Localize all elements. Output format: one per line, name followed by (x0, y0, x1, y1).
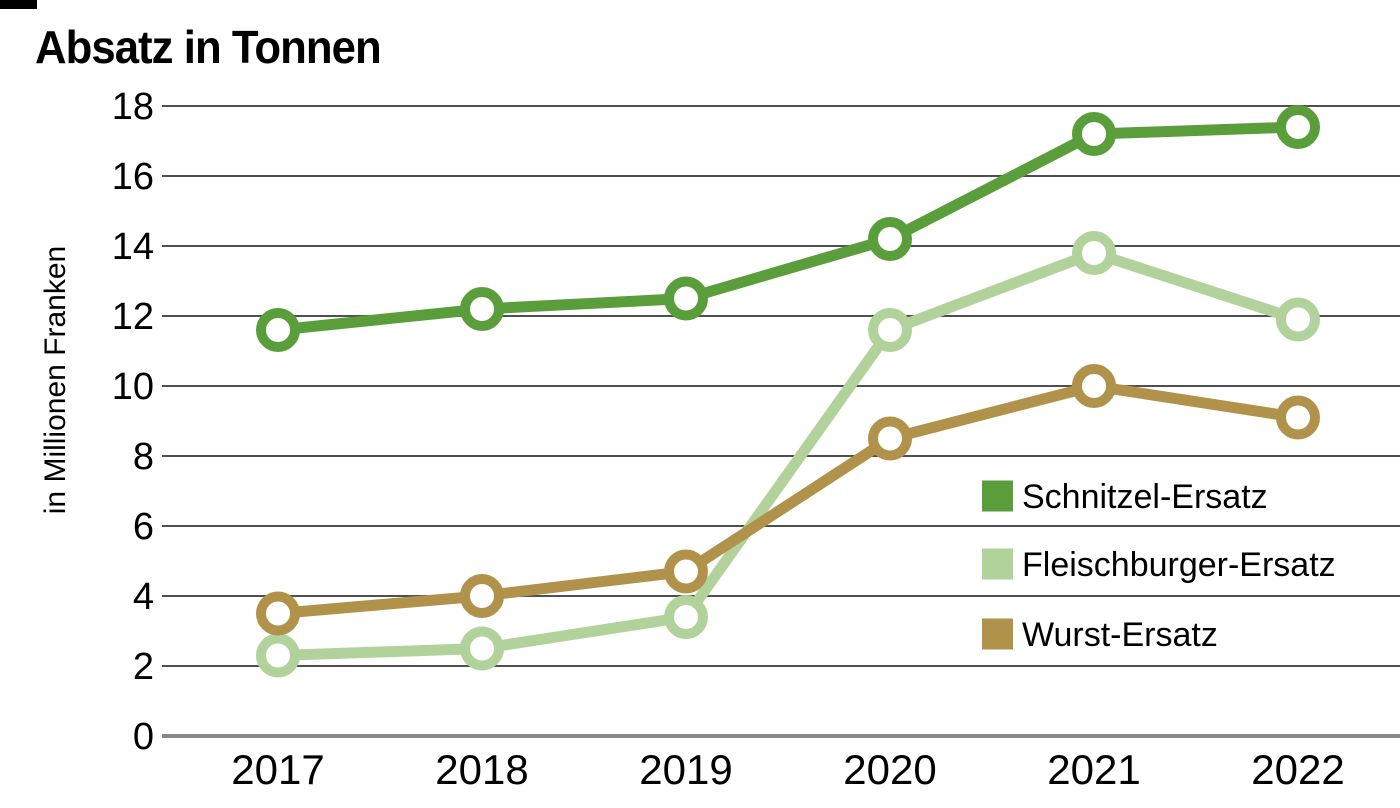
data-point-marker-fleischburger-ersatz-2020 (868, 308, 912, 352)
y-tick-label: 0 (133, 716, 154, 758)
data-point-marker-wurst-ersatz-2018 (460, 574, 504, 618)
legend-swatch-wurst-ersatz (982, 618, 1013, 650)
y-tick-label: 18 (112, 86, 154, 128)
legend-label-fleischburger-ersatz: Fleischburger-Ersatz (1022, 546, 1336, 584)
legend-label-wurst-ersatz: Wurst-Ersatz (1022, 616, 1218, 654)
y-tick-label: 10 (112, 366, 154, 408)
y-tick-label: 16 (112, 156, 154, 198)
data-point-marker-schnitzel-ersatz-2017 (256, 308, 300, 352)
y-tick-label: 4 (133, 576, 154, 618)
series-line-schnitzel-ersatz (272, 121, 1304, 336)
x-tick-label: 2021 (1047, 746, 1140, 793)
x-tick-label: 2019 (639, 746, 732, 793)
series-line-wurst-ersatz (272, 380, 1304, 619)
data-point-marker-fleischburger-ersatz-2022 (1276, 297, 1320, 342)
data-point-marker-schnitzel-ersatz-2019 (664, 276, 708, 321)
y-tick-label: 6 (133, 506, 154, 548)
legend-swatch-schnitzel-ersatz (982, 480, 1013, 512)
data-point-marker-fleischburger-ersatz-2021 (1072, 231, 1116, 275)
data-point-marker-wurst-ersatz-2022 (1276, 395, 1320, 440)
data-point-marker-fleischburger-ersatz-2018 (460, 626, 504, 671)
y-tick-label: 8 (133, 436, 154, 478)
x-tick-label: 2020 (843, 746, 936, 793)
series-line-fleischburger-ersatz (272, 247, 1304, 661)
chart-title: Absatz in Tonnen (35, 21, 382, 73)
data-point-marker-wurst-ersatz-2019 (664, 549, 708, 594)
data-point-marker-wurst-ersatz-2021 (1072, 364, 1116, 408)
data-point-marker-schnitzel-ersatz-2018 (460, 287, 504, 331)
data-point-marker-fleischburger-ersatz-2017 (256, 633, 300, 678)
legend-swatch-fleischburger-ersatz (982, 548, 1013, 580)
x-tick-label: 2022 (1251, 746, 1344, 793)
data-point-marker-schnitzel-ersatz-2021 (1072, 112, 1116, 156)
x-tick-label: 2018 (435, 746, 528, 793)
y-tick-label: 12 (112, 296, 154, 338)
data-point-marker-fleischburger-ersatz-2019 (664, 595, 708, 639)
data-point-marker-schnitzel-ersatz-2022 (1276, 105, 1320, 149)
legend-label-schnitzel-ersatz: Schnitzel-Ersatz (1022, 478, 1268, 516)
data-point-marker-wurst-ersatz-2020 (868, 416, 912, 461)
data-point-marker-wurst-ersatz-2017 (256, 591, 300, 636)
y-tick-label: 2 (133, 646, 154, 688)
y-tick-label: 14 (112, 226, 154, 268)
corner-mark (0, 0, 37, 9)
data-point-marker-schnitzel-ersatz-2020 (868, 217, 912, 261)
x-tick-label: 2017 (231, 746, 324, 793)
